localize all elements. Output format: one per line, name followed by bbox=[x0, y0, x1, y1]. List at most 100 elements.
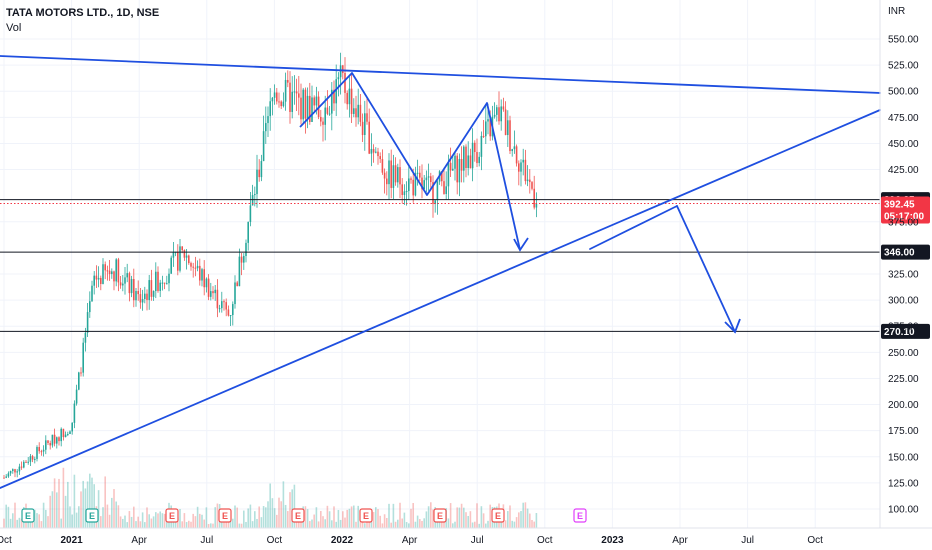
volume-bar bbox=[280, 501, 282, 528]
volume-bar bbox=[111, 497, 113, 528]
price-tick-label: 500.00 bbox=[888, 87, 919, 98]
pattern-polyline[interactable] bbox=[299, 72, 521, 251]
volume-bar bbox=[452, 523, 454, 528]
volume-bar bbox=[289, 492, 291, 528]
earnings-marker[interactable] bbox=[291, 508, 305, 523]
candle-body bbox=[375, 151, 377, 153]
volume-bar bbox=[126, 522, 128, 528]
candle-body bbox=[401, 184, 403, 195]
volume-bar bbox=[45, 509, 47, 528]
currency-label: INR bbox=[888, 6, 905, 17]
arrow-down-icon[interactable] bbox=[724, 318, 741, 334]
candle-body bbox=[212, 291, 214, 294]
candle-body bbox=[119, 282, 122, 286]
volume-bar bbox=[394, 521, 397, 528]
candle-body bbox=[405, 191, 408, 193]
candle-body bbox=[247, 221, 249, 243]
volume-bar bbox=[328, 511, 331, 528]
candle-body bbox=[372, 148, 375, 153]
volume-bar bbox=[115, 501, 117, 528]
volume-bar bbox=[273, 508, 276, 528]
chart-grid bbox=[0, 0, 880, 528]
candle-body bbox=[86, 312, 89, 333]
price-axis[interactable]: 550.00 525.00 500.00 475.00 450.00 425.00 375.… bbox=[879, 0, 919, 528]
volume-bar bbox=[161, 513, 164, 528]
volume-indicator-label[interactable]: Vol bbox=[6, 22, 22, 34]
earnings-marker[interactable] bbox=[359, 508, 373, 523]
projection-target-line[interactable] bbox=[676, 205, 736, 333]
earnings-marker-letter: E bbox=[495, 511, 501, 521]
candle-body bbox=[443, 181, 445, 194]
earnings-marker-letter: E bbox=[437, 511, 443, 521]
candle-body bbox=[130, 279, 133, 294]
time-axis[interactable]: Oct 2021 Apr Jul Oct 2022 Apr Jul Oct 2023 Apr Jul O… bbox=[0, 527, 932, 546]
candle-body bbox=[399, 167, 401, 185]
candle-body bbox=[104, 264, 106, 271]
volume-bar bbox=[62, 467, 65, 528]
candle-body bbox=[47, 440, 49, 444]
volume-bar bbox=[232, 518, 234, 528]
candle-body bbox=[260, 161, 263, 178]
volume-bar bbox=[271, 498, 274, 528]
earnings-marker[interactable] bbox=[573, 508, 587, 523]
candle-body bbox=[196, 265, 199, 269]
volume-bar bbox=[309, 521, 311, 528]
price-tick-label: 425.00 bbox=[888, 165, 919, 176]
ascending-trendline[interactable] bbox=[0, 109, 881, 489]
trend-drawings[interactable] bbox=[0, 55, 881, 489]
level-tag[interactable] bbox=[881, 244, 930, 260]
volume-bar bbox=[269, 483, 271, 528]
earnings-marker[interactable] bbox=[491, 508, 505, 523]
descending-trendline[interactable] bbox=[0, 55, 881, 94]
volume-bar bbox=[456, 507, 458, 528]
volume-bar bbox=[403, 512, 406, 528]
price-tick-label: 250.00 bbox=[888, 348, 919, 359]
symbol-title[interactable]: TATA MOTORS LTD., 1D, NSE bbox=[6, 7, 160, 19]
candle-body bbox=[302, 89, 304, 120]
earnings-marker-letter: E bbox=[295, 511, 301, 521]
candle-body bbox=[348, 88, 351, 105]
volume-bar bbox=[135, 521, 137, 528]
arrow-down-icon[interactable] bbox=[513, 237, 529, 252]
candle-body bbox=[441, 171, 443, 182]
candle-body bbox=[267, 116, 269, 124]
candle-body bbox=[403, 191, 406, 195]
candle-body bbox=[34, 458, 36, 460]
level-tag[interactable] bbox=[881, 323, 930, 339]
candle-body bbox=[97, 277, 100, 280]
candle-body bbox=[293, 91, 296, 93]
earnings-marker[interactable] bbox=[21, 508, 35, 523]
candle-body bbox=[346, 92, 348, 105]
candle-body bbox=[511, 149, 513, 152]
projection-line[interactable] bbox=[589, 205, 678, 250]
candle-body bbox=[62, 428, 65, 438]
earnings-marker[interactable] bbox=[218, 508, 232, 523]
earnings-marker[interactable] bbox=[433, 508, 447, 523]
last-price-tag[interactable] bbox=[881, 196, 930, 224]
volume-bar bbox=[49, 495, 51, 528]
candle-body bbox=[80, 372, 82, 374]
candle-body bbox=[126, 273, 128, 278]
candle-body bbox=[320, 116, 322, 122]
candle-body bbox=[273, 92, 276, 98]
volume-bar bbox=[47, 516, 49, 528]
candle-body bbox=[214, 289, 216, 294]
price-tick-label: 225.00 bbox=[888, 374, 919, 385]
candle-body bbox=[526, 179, 529, 182]
volume-bar bbox=[124, 515, 126, 528]
volume-bar bbox=[430, 502, 432, 528]
time-tick-label: Oct bbox=[807, 535, 823, 546]
volume-bar bbox=[36, 513, 38, 528]
earnings-marker[interactable] bbox=[85, 508, 99, 523]
volume-bar bbox=[18, 517, 21, 528]
candle-body bbox=[485, 121, 487, 137]
earnings-marker[interactable] bbox=[165, 508, 179, 523]
volume-bar bbox=[199, 513, 201, 528]
candle-body bbox=[40, 451, 43, 453]
earnings-marker-letter: E bbox=[222, 511, 228, 521]
volume-bar bbox=[320, 510, 322, 528]
candle-body bbox=[449, 162, 452, 171]
candle-body bbox=[276, 92, 278, 102]
